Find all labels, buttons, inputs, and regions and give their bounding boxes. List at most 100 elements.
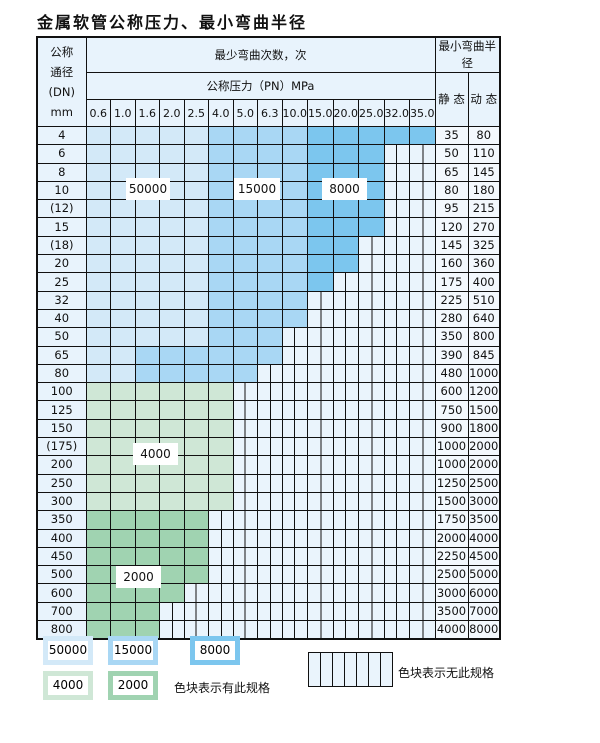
dynamic-radius-cell: 1200 <box>467 382 501 402</box>
dn-cell: 4 <box>36 125 87 146</box>
spec-cell <box>183 565 209 585</box>
no-spec-cell <box>383 473 410 493</box>
dynamic-radius-cell: 215 <box>467 199 501 219</box>
dn-cell: 350 <box>36 510 87 530</box>
spec-cell <box>281 290 308 310</box>
spec-cell <box>85 363 111 384</box>
spec-cell <box>159 345 185 365</box>
table-row: 250 1250 2500 <box>36 473 501 493</box>
dynamic-radius-cell: 270 <box>467 217 501 237</box>
no-spec-cell <box>383 345 410 365</box>
spec-cell <box>85 125 111 146</box>
no-spec-cell <box>183 583 209 603</box>
dynamic-radius-cell: 800 <box>467 327 501 347</box>
spec-cell <box>183 199 209 219</box>
no-spec-cell <box>307 290 334 310</box>
spec-cell <box>110 308 136 329</box>
no-spec-cell <box>232 382 258 402</box>
spec-cell <box>110 510 136 530</box>
spec-cell <box>110 491 136 512</box>
spec-cell <box>159 510 185 530</box>
no-spec-cell <box>358 601 385 622</box>
no-spec-cell <box>257 437 283 457</box>
no-spec-cell <box>307 491 334 512</box>
no-spec-cell <box>257 400 283 420</box>
spec-cell <box>85 308 111 329</box>
static-radius-cell: 1500 <box>434 491 469 512</box>
no-spec-cell <box>409 437 436 457</box>
dynamic-radius-cell: 510 <box>467 290 501 310</box>
spec-cell <box>85 491 111 512</box>
dn-cell: 100 <box>36 382 87 402</box>
spec-cell <box>183 180 209 201</box>
no-spec-cell <box>232 491 258 512</box>
spec-cell <box>159 546 185 567</box>
legend-50000: 50000 <box>43 636 93 665</box>
no-spec-cell <box>281 455 308 475</box>
spec-cell <box>257 327 283 347</box>
no-spec-cell <box>257 601 283 622</box>
spec-cell <box>257 308 283 329</box>
spec-cell <box>134 528 160 548</box>
spec-cell <box>85 437 111 457</box>
no-spec-cell <box>257 528 283 548</box>
table-row: 800 4000 8000 <box>36 620 501 640</box>
no-spec-cell <box>232 400 258 420</box>
spec-cell <box>232 290 258 310</box>
no-spec-cell <box>208 510 234 530</box>
spec-cell <box>257 125 283 146</box>
static-radius-cell: 390 <box>434 345 469 365</box>
static-radius-cell: 3000 <box>434 583 469 603</box>
no-spec-cell <box>409 400 436 420</box>
spec-cell <box>332 235 359 256</box>
legend-has-spec-text: 色块表示有此规格 <box>174 681 271 695</box>
table-row: 65 390 845 <box>36 345 501 365</box>
spec-cell <box>332 125 359 146</box>
no-spec-cell <box>307 363 334 384</box>
spec-cell <box>232 345 258 365</box>
dn-cell: (175) <box>36 437 87 457</box>
no-spec-cell <box>257 363 283 384</box>
spec-cell <box>110 199 136 219</box>
static-radius-cell: 900 <box>434 418 469 439</box>
spec-cell <box>232 254 258 274</box>
table-row: 400 2000 4000 <box>36 528 501 548</box>
no-spec-cell <box>383 583 410 603</box>
no-spec-cell <box>208 528 234 548</box>
no-spec-cell <box>358 620 385 640</box>
spec-cell <box>134 144 160 164</box>
table-row: 50 350 800 <box>36 327 501 347</box>
spec-cell <box>110 400 136 420</box>
no-spec-cell <box>409 528 436 548</box>
static-radius-cell: 35 <box>434 125 469 146</box>
spec-cell <box>159 583 185 603</box>
no-spec-cell <box>307 601 334 622</box>
no-spec-cell <box>383 199 410 219</box>
dn-cell: 150 <box>36 418 87 439</box>
no-spec-cell <box>281 400 308 420</box>
spec-cell <box>383 125 410 146</box>
spec-cell <box>134 382 160 402</box>
no-spec-cell <box>257 565 283 585</box>
no-spec-cell <box>307 418 334 439</box>
spec-cell <box>358 199 385 219</box>
no-spec-cell <box>332 382 359 402</box>
no-spec-cell <box>409 254 436 274</box>
no-spec-cell <box>332 345 359 365</box>
no-spec-cell <box>307 528 334 548</box>
dn-header: 公称 通径 (DN) mm <box>36 36 87 127</box>
no-spec-cell <box>383 290 410 310</box>
no-spec-cell <box>409 217 436 237</box>
dynamic-radius-cell: 1800 <box>467 418 501 439</box>
no-spec-cell <box>358 363 385 384</box>
dynamic-radius-cell: 7000 <box>467 601 501 622</box>
no-spec-cell <box>332 418 359 439</box>
spec-cell <box>134 546 160 567</box>
no-spec-cell <box>257 546 283 567</box>
static-radius-cell: 1250 <box>434 473 469 493</box>
spec-cell <box>134 327 160 347</box>
spec-cell <box>281 162 308 182</box>
spec-cell <box>85 583 111 603</box>
no-spec-cell <box>257 455 283 475</box>
no-spec-cell <box>281 473 308 493</box>
